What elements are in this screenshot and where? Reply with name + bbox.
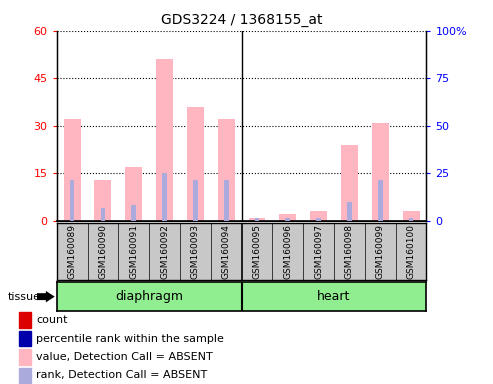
Text: GSM160092: GSM160092 [160, 224, 169, 279]
Text: GSM160091: GSM160091 [129, 224, 138, 280]
Text: heart: heart [317, 290, 351, 303]
Bar [254, 218, 259, 221]
Text: GSM160095: GSM160095 [252, 224, 261, 280]
Bar [316, 218, 321, 221]
Text: GSM160100: GSM160100 [407, 224, 416, 280]
Text: GSM160089: GSM160089 [68, 224, 76, 280]
Bar [19, 349, 31, 365]
Bar [162, 173, 167, 221]
Bar [187, 107, 204, 221]
Text: count: count [36, 315, 68, 325]
Text: GSM160090: GSM160090 [99, 224, 107, 280]
Bar [19, 312, 31, 328]
Bar [341, 145, 358, 221]
Bar [378, 180, 383, 221]
Bar [310, 211, 327, 221]
Bar [64, 119, 80, 221]
Bar [70, 180, 74, 221]
Bar [156, 59, 173, 221]
Text: GSM160096: GSM160096 [283, 224, 292, 280]
Text: GSM160097: GSM160097 [314, 224, 323, 280]
Text: GSM160099: GSM160099 [376, 224, 385, 280]
Text: value, Detection Call = ABSENT: value, Detection Call = ABSENT [36, 352, 212, 362]
Text: diaphragm: diaphragm [115, 290, 183, 303]
Bar [19, 367, 31, 383]
Text: GSM160094: GSM160094 [222, 224, 231, 279]
Bar [131, 205, 136, 221]
Bar [193, 180, 198, 221]
Bar [372, 122, 388, 221]
Bar [125, 167, 142, 221]
Bar [280, 214, 296, 221]
Bar [101, 208, 106, 221]
Bar [218, 119, 235, 221]
Bar [95, 180, 111, 221]
Text: tissue: tissue [7, 291, 40, 302]
Bar [248, 218, 265, 221]
Bar [347, 202, 352, 221]
Bar [409, 218, 414, 221]
Bar [19, 331, 31, 346]
Bar [285, 218, 290, 221]
Text: GSM160098: GSM160098 [345, 224, 354, 280]
Title: GDS3224 / 1368155_at: GDS3224 / 1368155_at [161, 13, 322, 27]
Bar [403, 211, 420, 221]
Text: GSM160093: GSM160093 [191, 224, 200, 280]
Text: rank, Detection Call = ABSENT: rank, Detection Call = ABSENT [36, 371, 207, 381]
Text: percentile rank within the sample: percentile rank within the sample [36, 334, 224, 344]
Bar [224, 180, 229, 221]
